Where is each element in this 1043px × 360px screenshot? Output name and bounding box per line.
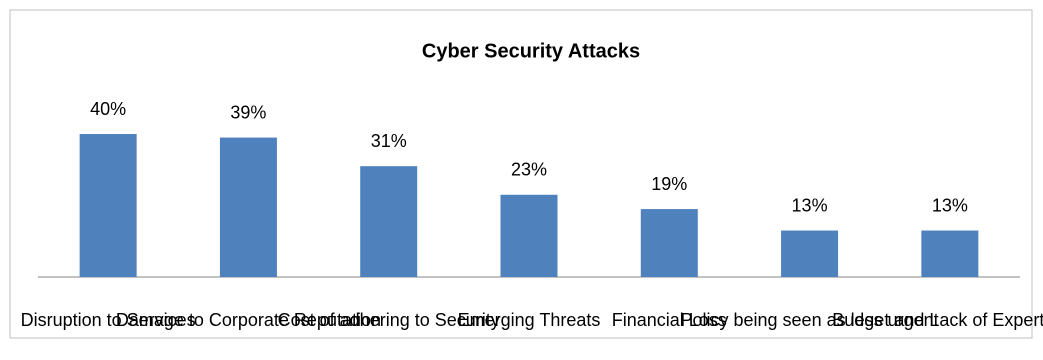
x-tick-label: Cost of adhering to Security <box>278 310 500 330</box>
data-label: 31% <box>371 131 407 151</box>
chart-title: Cyber Security Attacks <box>422 40 640 62</box>
bar <box>79 134 137 277</box>
bar <box>640 209 698 277</box>
bar <box>781 230 839 277</box>
data-label: 39% <box>230 102 266 122</box>
x-tick-label: Policy being seen as less urgent <box>680 310 938 330</box>
x-tick-label: Damage to Corporate Reputation <box>116 310 381 330</box>
bar <box>500 194 558 277</box>
bar <box>921 230 979 277</box>
bar <box>360 166 418 277</box>
data-label: 40% <box>90 99 126 119</box>
data-label: 13% <box>932 195 968 215</box>
x-tick-label: Disruption to Services <box>21 310 196 330</box>
chart-frame <box>9 9 1033 339</box>
x-tick-label: Emerging Threats <box>458 310 601 330</box>
x-tick-label: Financial Loss <box>612 310 727 330</box>
bar <box>219 137 277 277</box>
data-label: 23% <box>511 160 547 180</box>
data-label: 13% <box>792 195 828 215</box>
x-tick-label: Budget and Lack of Expertise <box>832 310 1043 330</box>
data-label: 19% <box>651 174 687 194</box>
